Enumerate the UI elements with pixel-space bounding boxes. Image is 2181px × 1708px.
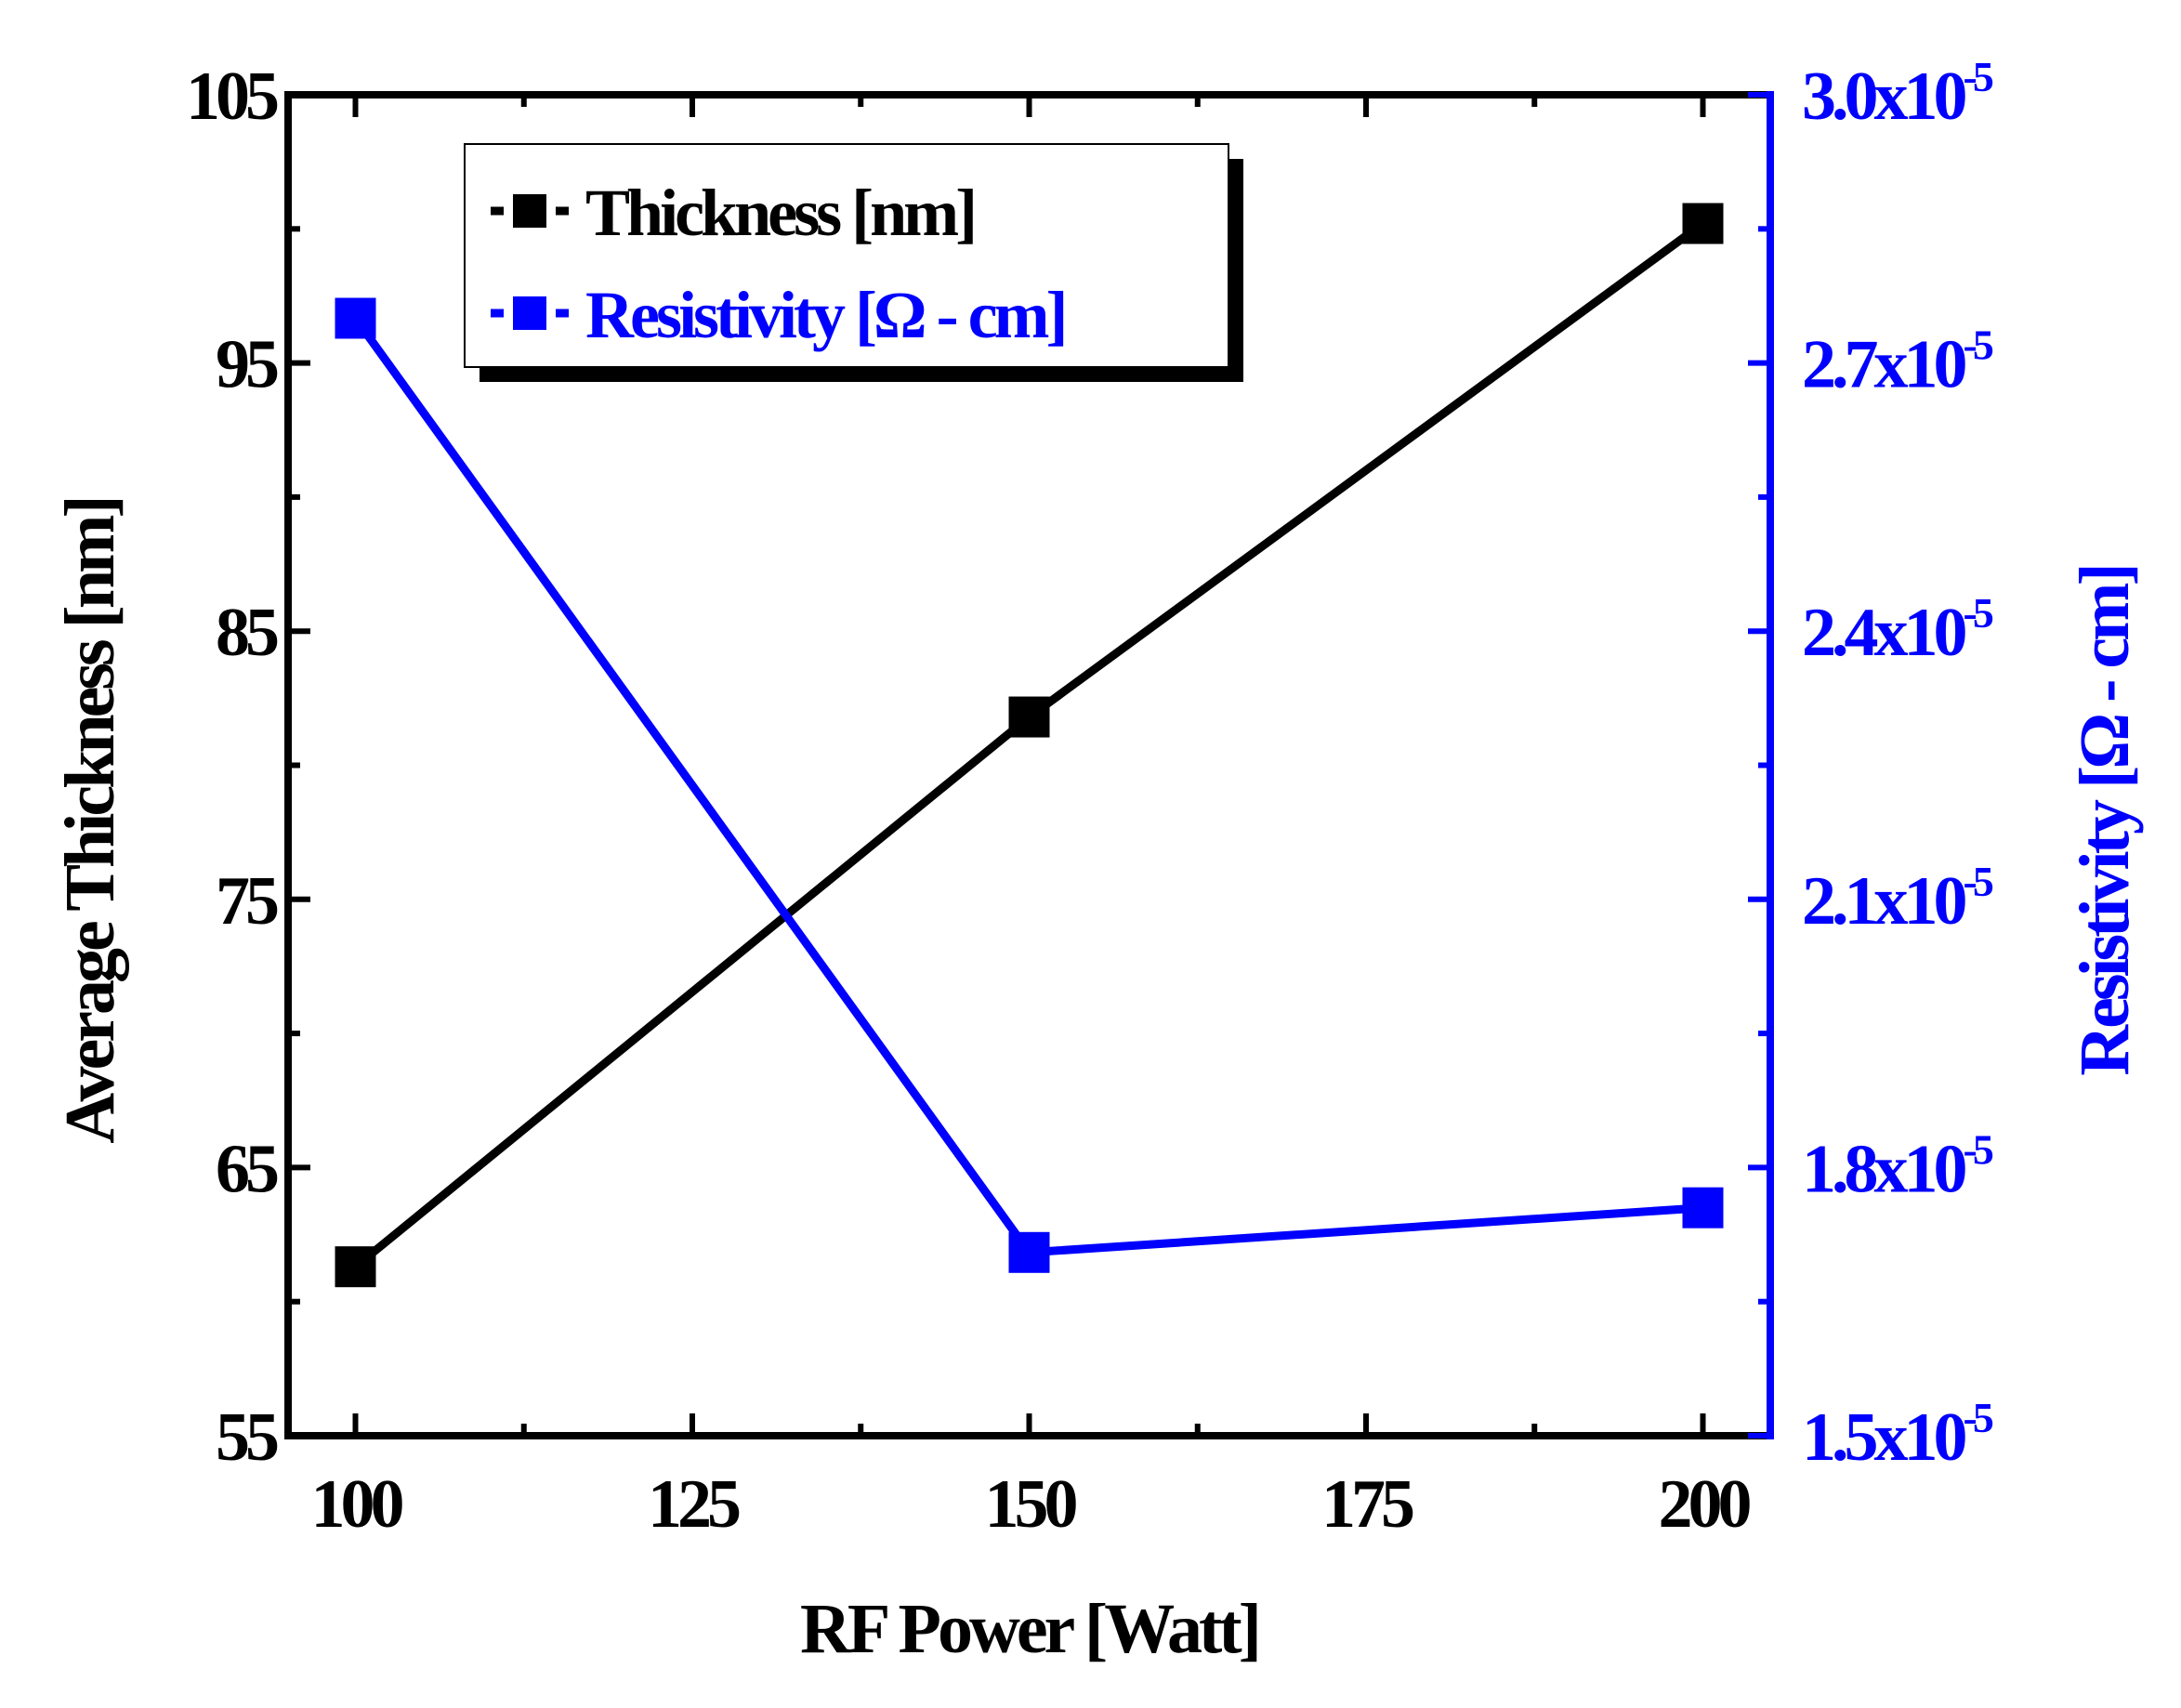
y-right-tick-exponent: -5	[1964, 322, 1993, 369]
y-right-tick-exponent: -5	[1964, 53, 1993, 100]
y-left-tick-label: 75	[216, 863, 278, 939]
data-point-resistivity	[335, 297, 376, 339]
data-point-thickness	[335, 1246, 376, 1288]
x-tick-label: 200	[1659, 1466, 1751, 1543]
x-tick-label: 150	[985, 1466, 1077, 1543]
legend-box	[464, 143, 1229, 368]
y-right-tick-exponent: -5	[1964, 1125, 1993, 1173]
y-right-tick-exponent: -5	[1964, 1394, 1993, 1441]
legend-marker-thickness	[513, 194, 546, 228]
y-right-tick-label: 2.1x10-5	[1802, 858, 1993, 939]
y-right-axis-title: Resistivity [Ω - cm]	[2066, 566, 2144, 1076]
y-left-tick-label: 105	[186, 59, 278, 135]
y-right-tick-label: 2.7x10-5	[1802, 322, 1993, 403]
data-point-thickness	[1682, 203, 1724, 244]
y-right-tick-label: 3.0x10-5	[1802, 53, 1993, 135]
y-right-tick-label: 1.5x10-5	[1802, 1394, 1993, 1476]
y-left-tick-label: 65	[216, 1131, 278, 1207]
y-right-tick-exponent: -5	[1964, 589, 1993, 637]
legend-marker-resistivity	[513, 296, 546, 330]
x-axis-title: RF Power [Watt]	[800, 1590, 1258, 1668]
y-left-tick-label: 85	[216, 595, 278, 671]
legend-label-thickness: Thickness [nm]	[585, 176, 974, 250]
x-tick-label: 100	[311, 1466, 403, 1543]
y-left-axis-title: Average Thickness [nm]	[51, 498, 129, 1144]
data-point-resistivity	[1008, 1231, 1050, 1273]
legend-label-resistivity: Resistivity [Ω - cm]	[585, 278, 1064, 352]
data-point-thickness	[1008, 696, 1050, 738]
y-left-tick-label: 95	[216, 327, 278, 403]
y-right-tick-label: 2.4x10-5	[1802, 589, 1993, 671]
x-tick-label: 125	[648, 1466, 740, 1543]
y-right-tick-label: 1.8x10-5	[1802, 1125, 1993, 1207]
y-right-tick-exponent: -5	[1964, 858, 1993, 905]
x-tick-label: 175	[1321, 1466, 1413, 1543]
series-line-resistivity	[351, 315, 1703, 1257]
data-point-resistivity	[1682, 1187, 1724, 1228]
y-left-tick-label: 55	[216, 1399, 278, 1476]
